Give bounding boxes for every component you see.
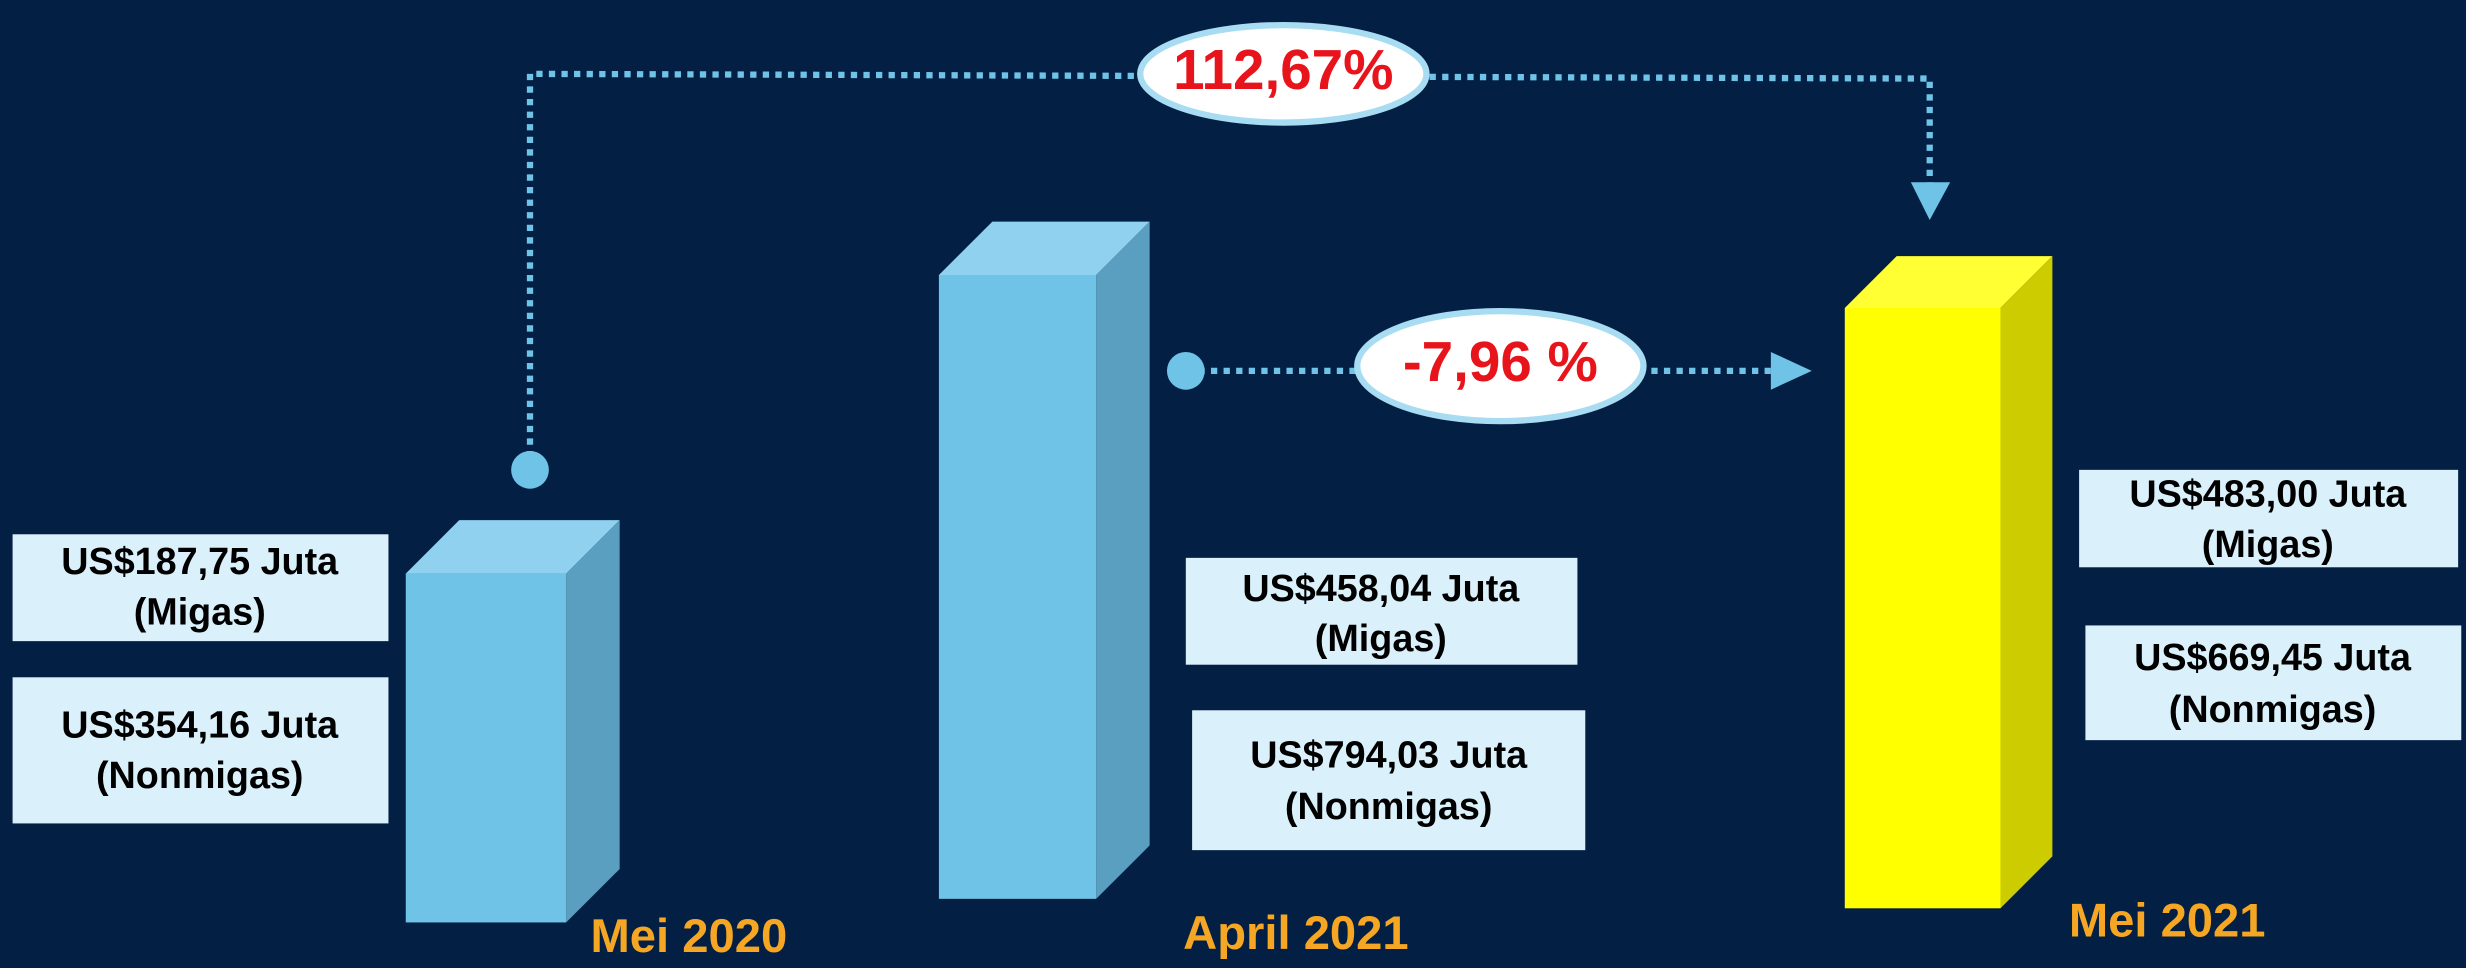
value-box	[2079, 469, 2459, 568]
nonmigas-label: (Nonmigas)	[96, 754, 304, 796]
period-label: April 2021	[1183, 906, 1409, 959]
value-box	[1192, 710, 1586, 851]
value-box	[1185, 557, 1578, 665]
arrow-head	[1910, 182, 1951, 220]
badge	[1354, 307, 1647, 425]
migas-label: (Migas)	[134, 590, 266, 632]
badge	[1137, 22, 1430, 126]
nonmigas-label: (Nonmigas)	[1285, 785, 1493, 827]
period-label: Mei 2021	[2069, 893, 2266, 946]
migas-value: US$187,75 Juta	[61, 540, 339, 582]
migas-label: (Migas)	[2202, 523, 2334, 565]
value-box	[12, 677, 389, 824]
arrow-head	[1770, 352, 1812, 390]
bar-top	[1844, 256, 2053, 308]
nonmigas-value: US$794,03 Juta	[1250, 733, 1528, 775]
bar-side	[1096, 221, 1150, 899]
bar-front	[1844, 308, 2001, 909]
nonmigas-value: US$669,45 Juta	[2134, 636, 2412, 678]
migas-value: US$483,00 Juta	[2129, 473, 2407, 515]
value-box	[12, 534, 389, 642]
bar-side	[2000, 256, 2053, 909]
bar-front	[938, 275, 1097, 899]
connector-start	[511, 451, 549, 489]
migas-value: US$458,04 Juta	[1242, 567, 1520, 609]
nonmigas-label: (Nonmigas)	[2169, 688, 2377, 730]
nonmigas-value: US$354,16 Juta	[61, 704, 339, 746]
bar-top	[938, 221, 1150, 275]
bar-side	[566, 520, 620, 923]
change-label: 112,67%	[1173, 38, 1393, 101]
migas-label: (Migas)	[1315, 617, 1447, 659]
bar-front	[405, 573, 567, 923]
bar-top	[405, 520, 620, 574]
period-label: Mei 2020	[590, 909, 787, 962]
value-box	[2085, 625, 2462, 741]
connector-start	[1166, 352, 1205, 390]
change-label: -7,96 %	[1403, 330, 1598, 393]
